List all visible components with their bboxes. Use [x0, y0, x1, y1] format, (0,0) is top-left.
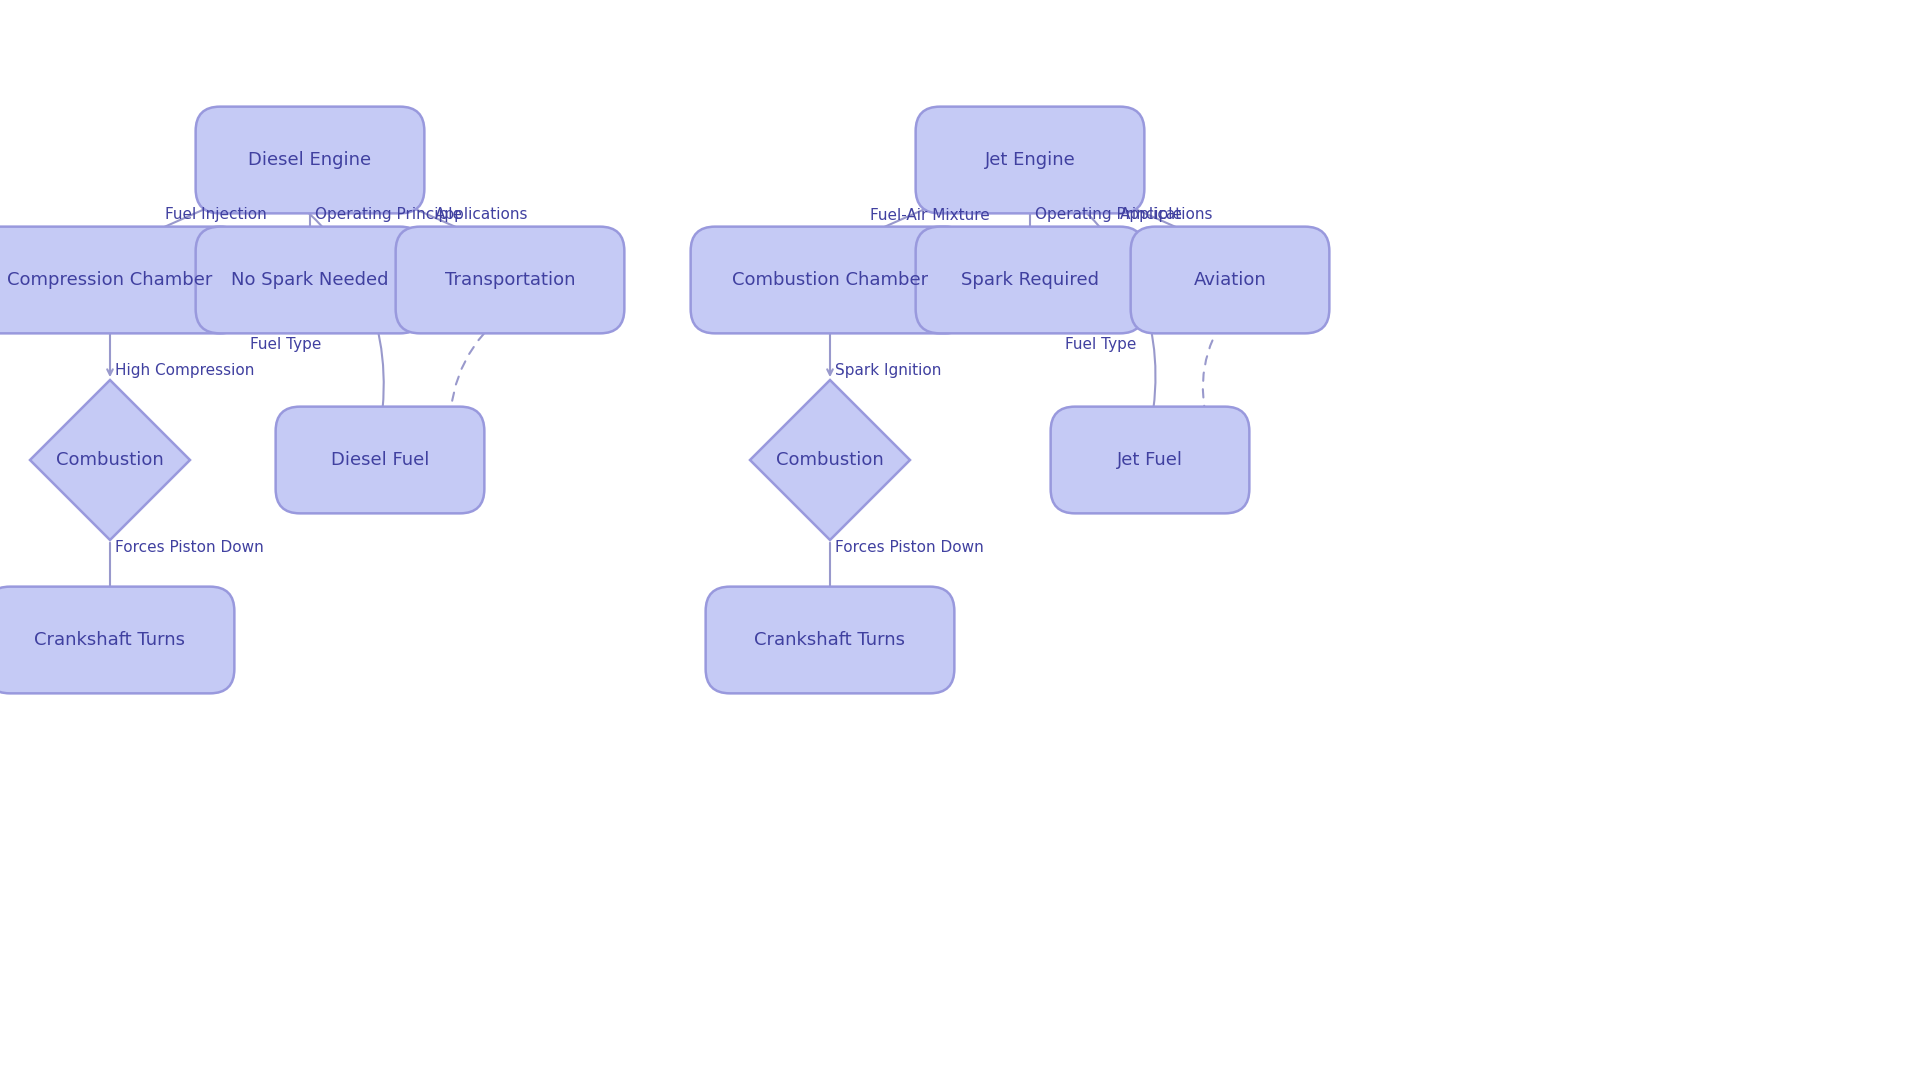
Text: Operating Principle: Operating Principle: [315, 207, 463, 222]
FancyBboxPatch shape: [1050, 407, 1250, 513]
FancyBboxPatch shape: [1131, 227, 1329, 334]
Text: Diesel Engine: Diesel Engine: [248, 151, 372, 168]
Text: Forces Piston Down: Forces Piston Down: [115, 540, 263, 555]
Text: Fuel Type: Fuel Type: [1066, 337, 1137, 352]
Text: Compression Chamber: Compression Chamber: [8, 271, 213, 289]
FancyBboxPatch shape: [196, 227, 424, 334]
Text: Forces Piston Down: Forces Piston Down: [835, 540, 983, 555]
Text: Fuel Type: Fuel Type: [250, 337, 321, 352]
Text: Applications: Applications: [436, 207, 528, 222]
FancyBboxPatch shape: [707, 586, 954, 693]
FancyBboxPatch shape: [916, 227, 1144, 334]
FancyBboxPatch shape: [691, 227, 970, 334]
Text: Operating Principle: Operating Principle: [1035, 207, 1183, 222]
Text: No Spark Needed: No Spark Needed: [230, 271, 388, 289]
Text: Crankshaft Turns: Crankshaft Turns: [35, 631, 186, 649]
Text: Applications: Applications: [1119, 207, 1213, 222]
Text: Jet Fuel: Jet Fuel: [1117, 451, 1183, 469]
FancyBboxPatch shape: [396, 227, 624, 334]
Text: High Compression: High Compression: [115, 363, 253, 378]
Text: Crankshaft Turns: Crankshaft Turns: [755, 631, 906, 649]
Polygon shape: [31, 380, 190, 540]
Polygon shape: [751, 380, 910, 540]
FancyBboxPatch shape: [196, 107, 424, 214]
FancyBboxPatch shape: [0, 227, 244, 334]
Text: Fuel Injection: Fuel Injection: [165, 207, 267, 222]
FancyBboxPatch shape: [916, 107, 1144, 214]
Text: Jet Engine: Jet Engine: [985, 151, 1075, 168]
Text: Combustion Chamber: Combustion Chamber: [732, 271, 927, 289]
FancyBboxPatch shape: [276, 407, 484, 513]
Text: Spark Required: Spark Required: [962, 271, 1098, 289]
Text: Combustion: Combustion: [776, 451, 883, 469]
Text: Transportation: Transportation: [445, 271, 576, 289]
Text: Diesel Fuel: Diesel Fuel: [330, 451, 430, 469]
Text: Aviation: Aviation: [1194, 271, 1267, 289]
FancyBboxPatch shape: [0, 586, 234, 693]
Text: Fuel-Air Mixture: Fuel-Air Mixture: [870, 207, 989, 222]
Text: Combustion: Combustion: [56, 451, 163, 469]
Text: Spark Ignition: Spark Ignition: [835, 363, 941, 378]
